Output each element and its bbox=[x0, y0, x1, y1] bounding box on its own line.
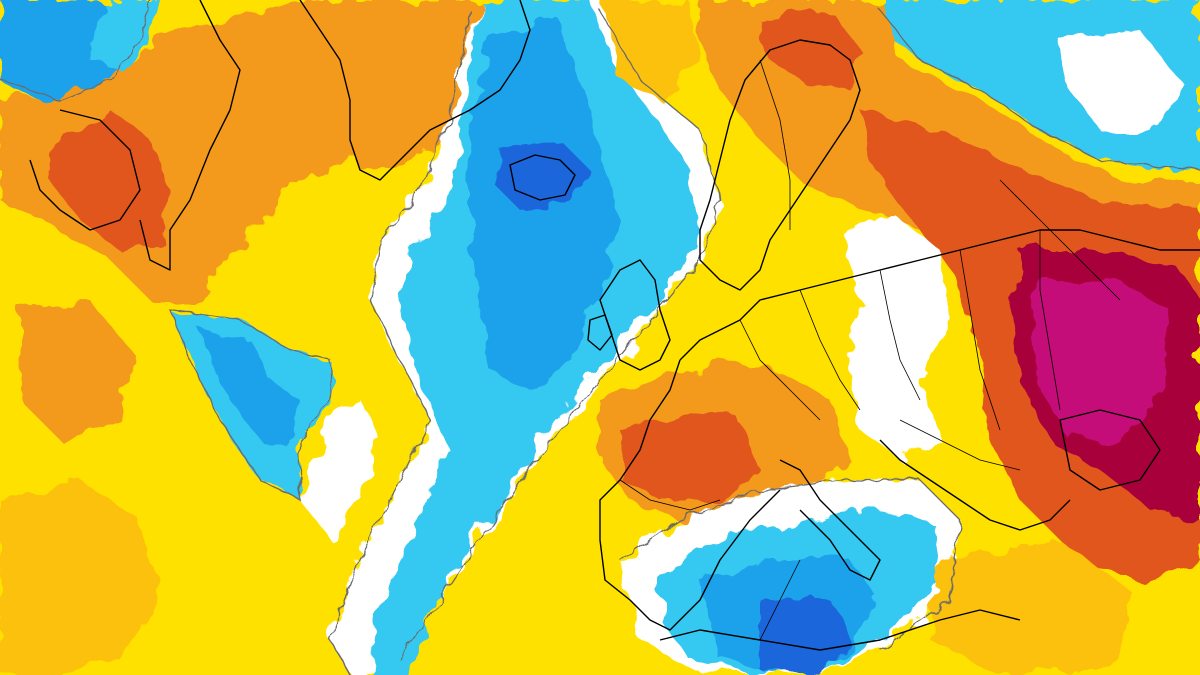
coastline-black-sea bbox=[1059, 409, 1161, 491]
isoline-atlantic-east bbox=[399, 9, 721, 661]
region-france-strong bbox=[620, 410, 760, 500]
region-atlantic-west-lobe-border bbox=[300, 400, 380, 540]
region-arctic-russia-neutral bbox=[1060, 30, 1180, 130]
coastline-canada bbox=[29, 109, 141, 231]
region-south-east-warm bbox=[930, 540, 1130, 675]
isoline-arctic-east bbox=[879, 9, 1200, 171]
coastline-iceland bbox=[509, 154, 576, 201]
coastline-greenland bbox=[299, 0, 531, 181]
region-eastern-europe-extreme bbox=[1030, 280, 1170, 440]
border-iberia bbox=[619, 479, 721, 511]
border-central-3 bbox=[879, 269, 921, 401]
coastline-ireland bbox=[587, 314, 613, 351]
region-labrador-strong bbox=[50, 110, 170, 250]
region-atlantic-west-lobe-deep bbox=[200, 330, 300, 450]
coastline-france-iberia bbox=[599, 359, 781, 631]
region-south-atlantic-warm bbox=[0, 480, 160, 675]
region-north-sea-warm bbox=[600, 0, 700, 100]
region-scandinavia-strong bbox=[760, 10, 860, 90]
border-africa bbox=[759, 559, 801, 641]
coastline-scandinavia bbox=[699, 39, 861, 291]
border-central-2 bbox=[799, 289, 861, 411]
coastline-balkans bbox=[879, 439, 1071, 531]
region-arctic-west-cold-edge bbox=[90, 0, 160, 70]
region-mediterranean-very-cold bbox=[760, 600, 850, 675]
coastline-italy bbox=[779, 459, 881, 581]
coastline-baffin bbox=[139, 0, 241, 271]
coastline-africa bbox=[659, 609, 1021, 651]
region-mid-atlantic-warm bbox=[20, 300, 130, 440]
country-borders bbox=[619, 59, 1121, 641]
coastline-continental-europe bbox=[679, 229, 1200, 361]
coastlines bbox=[29, 0, 1200, 651]
border-scandinavia bbox=[759, 59, 791, 230]
isoline-mediterranean bbox=[619, 479, 961, 651]
isoline-atlantic-west bbox=[168, 309, 331, 502]
border-east-2 bbox=[1039, 230, 1061, 411]
border-russia bbox=[999, 179, 1121, 301]
border-central-1 bbox=[739, 319, 821, 421]
border-balkans bbox=[899, 419, 1021, 471]
isoline-arctic-west bbox=[0, 0, 151, 101]
border-east-1 bbox=[959, 249, 1001, 431]
isoline-atlantic-main bbox=[329, 9, 471, 675]
